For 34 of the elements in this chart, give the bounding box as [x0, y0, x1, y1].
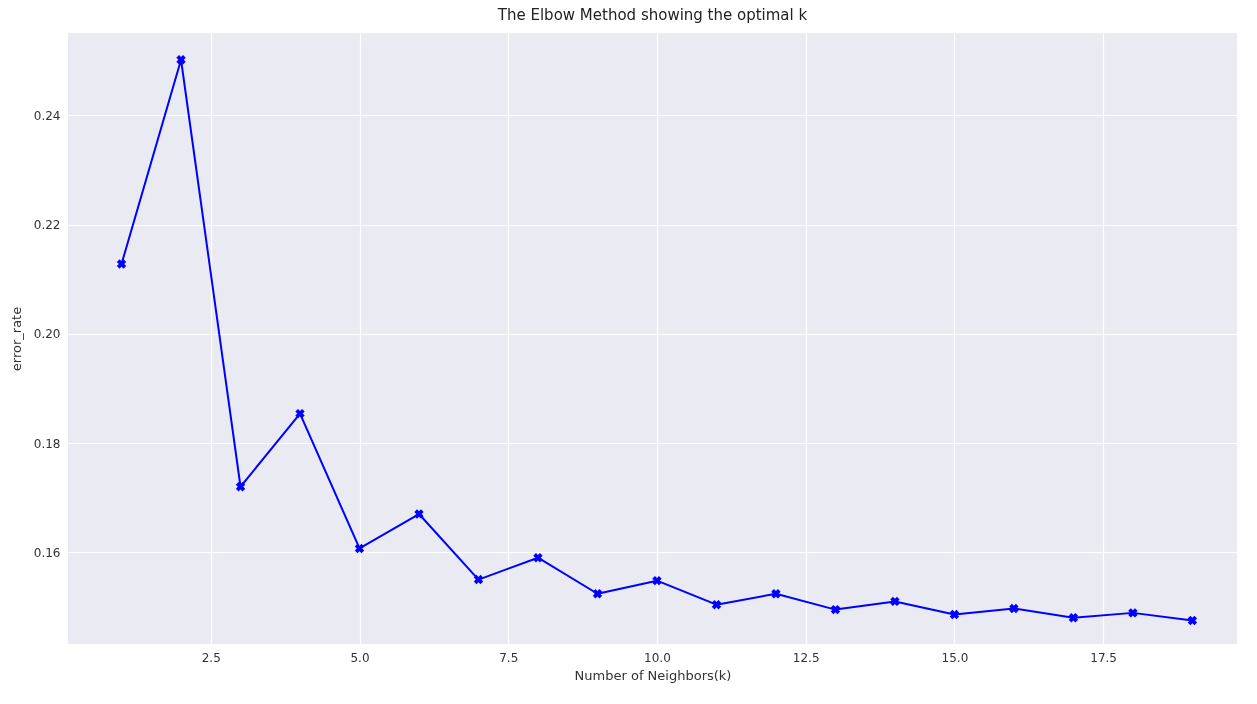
x-tick-label: 17.5	[1090, 650, 1117, 665]
chart-title: The Elbow Method showing the optimal k	[496, 6, 808, 24]
y-tick-label: 0.22	[33, 218, 61, 233]
point	[1009, 603, 1019, 614]
point	[235, 482, 246, 492]
point	[176, 55, 186, 65]
y-tick-label: 0.20	[33, 327, 61, 342]
x-tick-label: 10.0	[644, 650, 671, 665]
point	[533, 553, 543, 563]
y-tick-label: 0.24	[33, 108, 61, 123]
point	[711, 599, 722, 610]
point	[830, 604, 841, 615]
point	[116, 259, 127, 269]
point	[949, 609, 960, 620]
point	[592, 589, 603, 599]
x-tick-label: 12.5	[792, 650, 820, 665]
point	[890, 596, 900, 607]
point	[1128, 608, 1138, 618]
point	[771, 589, 781, 599]
y-tick-label: 0.18	[33, 436, 61, 451]
point	[1068, 613, 1079, 623]
x-tick-label: 7.5	[499, 650, 519, 665]
x-tick-label: 15.0	[941, 650, 969, 665]
x-tick-label: 5.0	[350, 650, 370, 665]
x-tick-label: 2.5	[201, 650, 221, 665]
point	[295, 408, 305, 419]
x-axis-title: Number of Neighbors(k)	[574, 667, 732, 683]
point	[652, 575, 662, 586]
y-axis-title: error_rate	[8, 306, 24, 372]
point	[1187, 615, 1198, 626]
y-tick-label: 0.16	[33, 545, 61, 560]
point	[473, 574, 484, 585]
point	[414, 509, 424, 519]
point	[354, 543, 365, 554]
